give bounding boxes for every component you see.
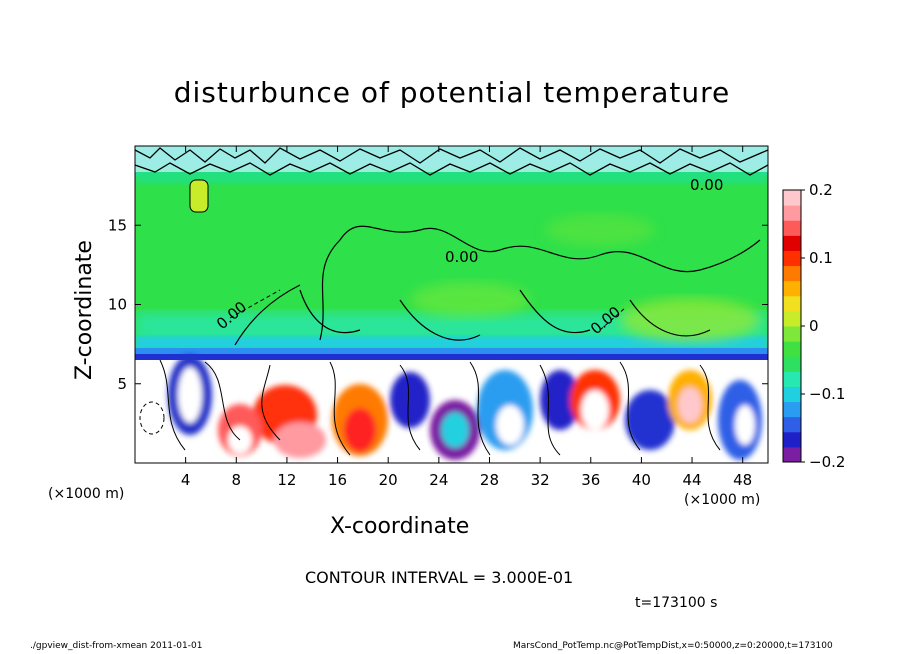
x-tick-label: 4 — [181, 471, 191, 489]
dashed-contour — [139, 401, 165, 435]
x-axis-unit-left: (×1000 m) — [48, 486, 125, 502]
top-transition-band — [135, 170, 768, 184]
colorbar-tick-label: 0 — [809, 317, 819, 335]
light-green-patch — [545, 214, 655, 246]
colorbar: 0.2 0.1 0 −0.1 −0.2 — [782, 181, 845, 471]
colorbar-tick-label: 0.2 — [809, 181, 833, 199]
y-axis: 5 10 15 — [108, 216, 768, 393]
colorbar-swatch — [783, 220, 801, 236]
top-noise-band — [135, 146, 768, 172]
colorbar-swatch — [783, 295, 801, 312]
colorbar-swatch — [783, 386, 801, 403]
colorbar-swatch — [783, 265, 801, 282]
time-label: t=173100 s — [635, 595, 718, 611]
blue-band — [135, 348, 768, 356]
colorbar-swatch — [783, 280, 801, 297]
x-axis-unit-right: (×1000 m) — [684, 492, 761, 508]
cyan-band — [135, 336, 768, 350]
x-tick-label: 32 — [531, 471, 550, 489]
colorbar-swatch — [783, 356, 801, 372]
contour-interval-label: CONTOUR INTERVAL = 3.000E-01 — [305, 568, 574, 587]
x-tick-label: 40 — [632, 471, 651, 489]
x-tick-label: 16 — [328, 471, 347, 489]
x-tick-label: 20 — [379, 471, 398, 489]
colorbar-swatch — [783, 431, 801, 448]
colorbar-swatch — [783, 235, 801, 251]
y-axis-label: Z-coordinate — [72, 240, 97, 380]
x-tick-label: 28 — [480, 471, 499, 489]
upper-contour-lines — [234, 225, 761, 346]
y-tick-label: 5 — [117, 375, 127, 393]
footer-source: MarsCond_PotTemp.nc@PotTempDist,x=0:5000… — [513, 641, 833, 651]
colorbar-tick-label: −0.2 — [809, 453, 845, 471]
x-tick-label: 44 — [682, 471, 701, 489]
colorbar-tick-label: −0.1 — [809, 385, 845, 403]
x-tick-label: 12 — [277, 471, 296, 489]
heatmap-field — [135, 146, 768, 463]
colorbar-swatch — [783, 416, 801, 433]
convective-plumes — [168, 355, 762, 460]
contour-label: 0.00 — [445, 248, 478, 266]
x-tick-label: 8 — [232, 471, 242, 489]
chart-title: disturbunce of potential temperature — [173, 76, 731, 109]
yellow-green-patch — [620, 298, 760, 342]
x-axis: 4 8 12 16 20 24 28 32 36 40 44 48 — [181, 146, 752, 489]
colorbar-tick-label: 0.1 — [809, 249, 833, 267]
x-tick-label: 24 — [429, 471, 448, 489]
y-tick-label: 15 — [108, 216, 127, 234]
small-yellow-blob — [189, 179, 209, 213]
lower-contour-lines — [159, 359, 721, 456]
light-green-patch — [410, 282, 530, 318]
colorbar-swatch — [783, 310, 801, 327]
colorbar-swatch — [783, 371, 801, 387]
colorbar-swatch — [783, 205, 801, 221]
colorbar-swatch — [783, 190, 801, 206]
colorbar-swatch — [783, 446, 801, 463]
dark-blue-band — [135, 354, 768, 360]
upper-dashed-contours — [229, 289, 626, 331]
colorbar-swatch — [783, 326, 801, 342]
top-contour-lines — [135, 147, 768, 176]
colorbar-swatch — [783, 401, 801, 418]
colorbar-swatch — [783, 250, 801, 267]
colorbar-swatch — [783, 341, 801, 357]
footer-command: ./gpview_dist-from-xmean 2011-01-01 — [30, 641, 203, 651]
y-tick-label: 10 — [108, 296, 127, 314]
x-tick-label: 48 — [733, 471, 752, 489]
x-axis-label: X-coordinate — [330, 514, 470, 539]
contour-label: 0.00 — [690, 176, 723, 194]
x-tick-label: 36 — [581, 471, 600, 489]
